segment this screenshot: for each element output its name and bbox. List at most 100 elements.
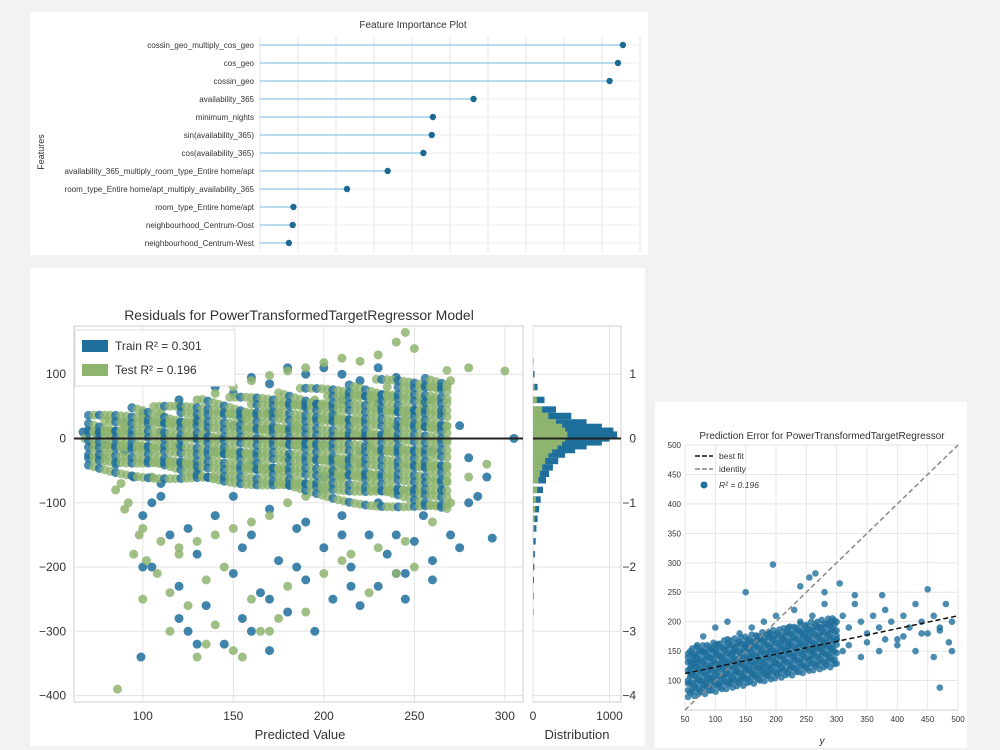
test-point <box>283 498 293 508</box>
train-point <box>192 639 202 649</box>
train-point <box>487 533 497 543</box>
train-bar <box>533 439 602 446</box>
feature-label: cossin_geo <box>214 77 255 86</box>
prediction-point <box>900 633 907 640</box>
prediction-point <box>869 612 877 620</box>
test-point <box>116 478 126 488</box>
prediction-point <box>912 647 919 655</box>
x-tick-label: 100 <box>709 715 723 724</box>
grid <box>259 36 641 252</box>
test-point <box>201 639 211 649</box>
train-point <box>265 379 275 389</box>
train-point <box>427 556 437 566</box>
x-tick-label: 450 <box>921 715 935 724</box>
prediction-point <box>750 680 758 687</box>
x-tick-label: 500 <box>951 715 965 724</box>
train-point <box>382 549 392 559</box>
prediction-point <box>724 618 731 625</box>
feature-importance-panel: Feature Importance Plot Features cossin_… <box>30 12 648 255</box>
prediction-point <box>881 606 889 614</box>
residual-point <box>442 469 452 479</box>
importance-dot <box>420 149 427 157</box>
train-point <box>337 369 347 379</box>
distribution-label: Distribution <box>544 727 609 742</box>
importance-dot <box>285 239 293 247</box>
prediction-point <box>760 618 768 625</box>
train-point <box>446 530 456 540</box>
y-tick-label: 500 <box>668 441 682 450</box>
train-point <box>409 536 419 546</box>
test-bar <box>533 505 536 513</box>
residuals-chart: Residuals for PowerTransformedTargetRegr… <box>39 307 636 742</box>
prediction-point <box>918 630 925 637</box>
prediction-point <box>809 612 816 620</box>
train-point <box>337 511 347 521</box>
test-point <box>409 343 419 353</box>
train-bar <box>533 525 537 532</box>
prediction-point <box>769 561 777 568</box>
prediction-point <box>912 600 919 608</box>
train-point <box>464 453 474 463</box>
axes: 100 150 200 250 300 100 0 −100 −200 −300 −400 <box>39 367 523 723</box>
test-point <box>265 511 275 521</box>
feature-labels: cossin_geo_multiply_cos_geo cos_geocossin… <box>65 41 255 248</box>
test-bar <box>533 477 539 484</box>
reference-lines <box>684 444 959 711</box>
residual-point <box>442 504 452 514</box>
residual-point <box>442 380 452 390</box>
train-point <box>255 588 265 598</box>
train-bar <box>533 496 541 503</box>
test-point <box>464 363 474 373</box>
train-bar <box>533 446 576 454</box>
train-point <box>400 568 410 578</box>
test-bar <box>533 427 566 434</box>
importance-dot <box>606 77 613 85</box>
test-point <box>246 376 256 386</box>
train-point <box>473 491 483 501</box>
legend-identity-label: identity <box>719 464 747 474</box>
train-bar <box>533 412 572 420</box>
importance-dot <box>619 41 627 49</box>
y-tick-label: 450 <box>668 470 682 479</box>
test-point <box>337 556 347 566</box>
test-point <box>382 382 392 392</box>
feature-label: room_type_Entire home/apt <box>155 203 255 212</box>
y-tick-label: 300 <box>668 559 682 568</box>
test-point <box>391 568 401 578</box>
test-bar <box>533 396 537 404</box>
prediction-point <box>924 585 931 593</box>
train-point <box>455 421 465 431</box>
train-point <box>246 530 256 540</box>
test-point <box>364 588 374 598</box>
test-bar <box>533 423 563 431</box>
prediction-point <box>851 600 859 608</box>
prediction-point <box>948 618 956 625</box>
train-point <box>237 543 247 553</box>
train-point <box>174 581 184 591</box>
x-tick-label: 400 <box>891 715 905 724</box>
right-tick-label: −2 <box>622 560 636 574</box>
prediction-point <box>812 570 819 577</box>
feature-label: sin(availability_365) <box>184 131 255 140</box>
test-point <box>141 556 151 566</box>
prediction-point <box>900 612 907 620</box>
train-bar <box>533 592 534 600</box>
train-point <box>346 562 356 572</box>
prediction-point <box>712 624 719 631</box>
legend-train-swatch <box>82 340 108 352</box>
test-point <box>156 536 166 546</box>
test-bar <box>533 538 534 545</box>
prediction-point <box>839 647 847 655</box>
x-tick-label: 250 <box>404 709 424 723</box>
prediction-point <box>821 588 828 596</box>
residual-point <box>442 486 452 496</box>
residual-point <box>442 462 452 472</box>
train-point <box>427 575 437 585</box>
train-point <box>210 511 220 521</box>
test-point <box>228 646 238 656</box>
test-point <box>174 549 184 559</box>
test-bar <box>533 496 537 503</box>
train-point <box>373 581 383 591</box>
prediction-point <box>712 688 719 695</box>
train-point <box>464 498 474 508</box>
